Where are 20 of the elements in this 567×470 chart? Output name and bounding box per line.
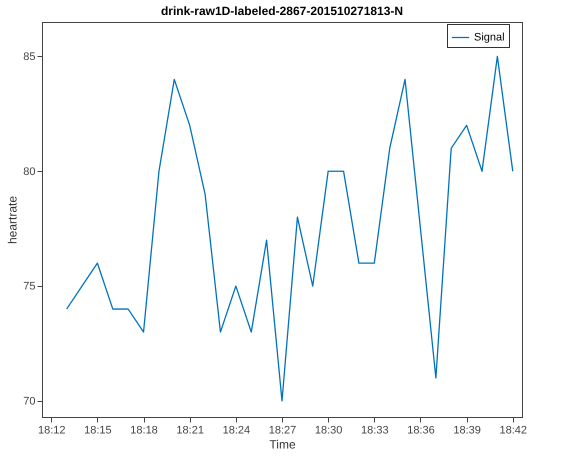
x-axis-title: Time <box>269 438 296 452</box>
line-series <box>66 56 514 402</box>
y-tick-label: 70 <box>23 395 36 408</box>
x-tick-label: 18:12 <box>38 424 66 436</box>
x-tick-label: 18:39 <box>453 424 481 436</box>
x-tick-label: 18:27 <box>268 424 296 436</box>
x-tick-label: 18:21 <box>176 424 204 436</box>
x-tick-label: 18:30 <box>314 424 342 436</box>
x-tick-label: 18:18 <box>130 424 158 436</box>
y-tick-label: 80 <box>23 166 36 178</box>
x-tick-label: 18:36 <box>407 424 435 436</box>
y-tick-label: 75 <box>23 280 36 293</box>
y-tick-label: 85 <box>23 50 36 63</box>
x-tick-label: 18:24 <box>222 424 250 436</box>
x-tick-label: 18:42 <box>500 424 528 436</box>
legend-label: Signal <box>474 32 505 44</box>
x-tick-label: 18:33 <box>361 424 389 436</box>
chart-title: drink-raw1D-labeled-2867-201510271813-N <box>160 4 404 18</box>
y-axis-title: heartrate <box>5 196 20 244</box>
x-tick-label: 18:15 <box>84 424 112 436</box>
